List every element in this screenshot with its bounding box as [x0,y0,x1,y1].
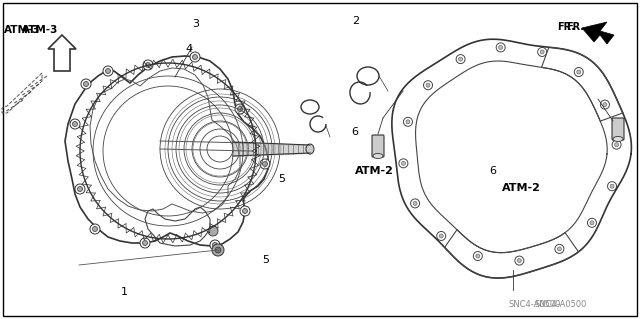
Circle shape [237,107,243,112]
Text: ATM-2: ATM-2 [502,183,541,193]
Circle shape [103,66,113,76]
Circle shape [603,103,607,107]
Ellipse shape [613,137,623,142]
Circle shape [243,209,248,213]
Circle shape [474,252,483,261]
Circle shape [143,241,147,246]
FancyBboxPatch shape [372,135,384,157]
Circle shape [411,199,420,208]
Circle shape [517,259,522,263]
Circle shape [590,221,594,225]
Circle shape [215,247,221,253]
Circle shape [72,122,77,127]
Circle shape [577,70,580,74]
Circle shape [406,120,410,124]
Text: 5: 5 [262,255,269,265]
Circle shape [496,43,505,52]
Circle shape [81,79,91,89]
Circle shape [70,119,80,129]
Circle shape [588,218,596,227]
Circle shape [555,244,564,253]
Circle shape [208,226,218,236]
Circle shape [574,68,583,77]
Circle shape [612,140,621,149]
Polygon shape [582,22,614,44]
Circle shape [413,201,417,205]
Text: SNC4-A0500: SNC4-A0500 [534,300,587,309]
Circle shape [210,240,220,250]
Circle shape [426,83,430,87]
Circle shape [557,247,561,251]
Text: ATM-3: ATM-3 [4,25,40,35]
Circle shape [260,159,270,169]
Circle shape [610,184,614,188]
Circle shape [459,57,463,61]
Circle shape [90,224,100,234]
Circle shape [75,184,85,194]
Ellipse shape [373,153,383,159]
Circle shape [145,63,150,68]
Text: ATM-2: ATM-2 [355,166,394,176]
Circle shape [140,238,150,248]
Text: SNC4-A0500: SNC4-A0500 [508,300,561,309]
Circle shape [399,159,408,168]
Circle shape [607,182,616,191]
Circle shape [93,226,97,232]
Circle shape [212,244,224,256]
Circle shape [106,69,111,73]
Text: 1: 1 [122,287,128,297]
Circle shape [476,254,480,258]
Circle shape [424,81,433,90]
Circle shape [193,55,198,60]
Text: 6: 6 [352,127,358,137]
Circle shape [436,232,445,241]
Circle shape [235,104,245,114]
Circle shape [439,234,444,238]
Text: 2: 2 [351,16,359,26]
Circle shape [403,117,412,126]
Text: 4: 4 [185,44,193,55]
Circle shape [143,60,153,70]
Circle shape [83,81,88,86]
Ellipse shape [306,144,314,154]
Circle shape [600,100,609,109]
Text: 5: 5 [278,174,285,184]
Text: FR.: FR. [566,22,584,32]
Circle shape [401,161,405,165]
Text: FR.: FR. [557,22,575,32]
Text: ATM-3: ATM-3 [22,25,59,35]
Circle shape [540,50,544,54]
Circle shape [499,45,502,49]
FancyBboxPatch shape [612,118,624,140]
Circle shape [515,256,524,265]
Text: 3: 3 [192,19,198,29]
Circle shape [456,55,465,63]
Polygon shape [48,35,76,71]
Circle shape [190,52,200,62]
Circle shape [614,143,619,147]
Circle shape [262,161,268,167]
Circle shape [538,48,547,56]
Circle shape [240,206,250,216]
Circle shape [212,242,218,248]
Text: 6: 6 [490,166,496,176]
Circle shape [77,187,83,191]
